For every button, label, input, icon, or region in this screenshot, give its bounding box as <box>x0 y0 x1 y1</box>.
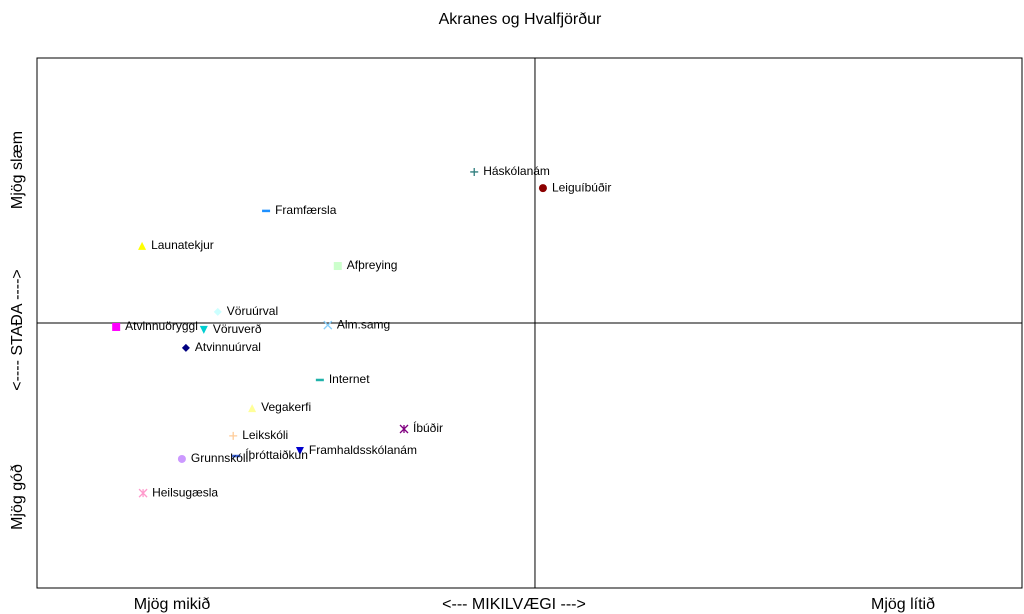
point-label: Vöruúrval <box>227 304 278 318</box>
point <box>538 184 547 193</box>
point <box>323 320 333 330</box>
point-label: Íþróttaiðkun <box>245 447 308 462</box>
y-axis-label: <---- STAÐA ----> <box>9 269 26 390</box>
point-label: Vöruverð <box>213 322 262 336</box>
point-label: Heilsugæsla <box>152 485 218 499</box>
point <box>470 167 479 176</box>
point-label: Afþreying <box>347 258 398 272</box>
point-label: Íbúðir <box>413 420 443 435</box>
point-label: Háskólanám <box>483 164 550 178</box>
point <box>295 446 304 455</box>
y-axis-label: Mjög góð <box>9 464 26 530</box>
point-label: Leiguíbúðir <box>552 180 611 194</box>
point <box>399 424 409 434</box>
point <box>248 404 257 413</box>
chart-title: Akranes og Hvalfjörður <box>439 11 602 28</box>
point-label: Launatekjur <box>151 238 214 252</box>
point <box>229 431 238 440</box>
point-label: Framhaldsskólanám <box>309 443 417 457</box>
point <box>199 325 208 334</box>
point <box>213 307 222 316</box>
point-label: Framfærsla <box>275 203 337 217</box>
x-axis-label: <--- MIKILVÆGI ---> <box>442 596 586 613</box>
x-axis-label: Mjög lítið <box>871 596 935 613</box>
y-axis-label: Mjög slæm <box>9 131 26 209</box>
point <box>112 322 121 331</box>
point <box>138 241 147 250</box>
x-axis-label: Mjög mikið <box>134 596 211 613</box>
point-label: Vegakerfi <box>261 400 311 414</box>
point-label: Internet <box>329 372 370 386</box>
point-label: Leikskóli <box>242 428 288 442</box>
point-label: Grunnskóli <box>191 451 248 465</box>
point <box>177 454 186 463</box>
point-label: Atvinnuúrval <box>195 340 261 354</box>
point-label: Atvinnuöryggi <box>125 319 198 333</box>
point-label: Alm.samg <box>337 317 390 331</box>
point <box>333 262 342 271</box>
point <box>181 343 190 352</box>
point <box>138 488 148 498</box>
